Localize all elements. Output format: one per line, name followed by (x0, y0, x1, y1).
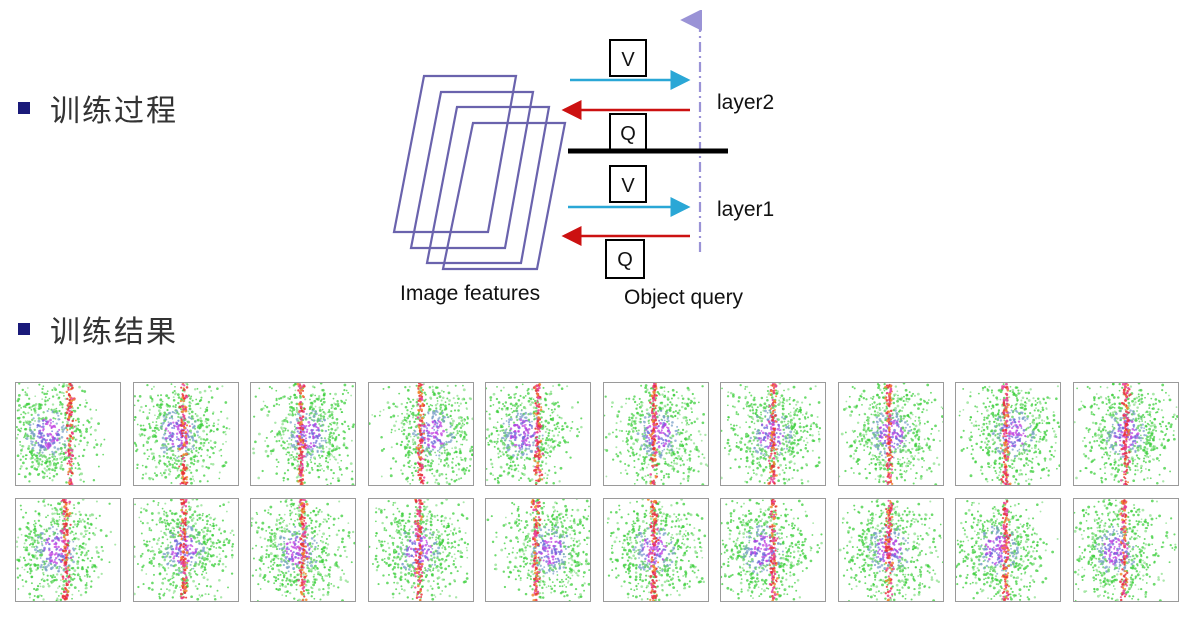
result-thumbnail (602, 382, 709, 486)
result-thumbnail (250, 382, 356, 486)
layer1-q-label: Q (617, 249, 633, 271)
layer1-v-box (609, 165, 647, 203)
result-thumbnail (720, 498, 826, 602)
object-query-label: Object query (624, 286, 744, 309)
decoder-diagram: Image features Object query V Q layer2 V… (392, 10, 774, 309)
layer2-q-label: Q (620, 123, 636, 145)
result-thumbnail (367, 382, 474, 486)
section-heading-training-results: 训练结果 (50, 315, 178, 350)
layer1-label: layer1 (717, 198, 774, 221)
result-thumbnail (955, 382, 1061, 486)
result-thumbnail (1072, 498, 1179, 602)
result-thumbnail (250, 498, 356, 602)
layer2-v-box (609, 39, 647, 77)
section-heading-training-process: 训练过程 (50, 94, 178, 129)
bullet-training-process: 训练过程 (18, 86, 178, 130)
layer1-v-label: V (621, 175, 635, 197)
feature-frame-1 (392, 74, 518, 234)
result-thumbnail (720, 382, 826, 486)
image-feature-frames (392, 74, 567, 271)
feature-frame-3 (425, 105, 551, 265)
result-thumbnail (132, 382, 239, 486)
feature-frame-4 (441, 121, 567, 271)
result-thumbnail (1072, 382, 1179, 486)
bullet-square-icon (18, 102, 30, 114)
result-thumbnail (485, 498, 591, 602)
feature-frame-2 (409, 90, 535, 250)
result-thumbnail (485, 382, 591, 486)
bullet-square-icon (18, 323, 30, 335)
result-thumbnail (837, 498, 944, 602)
result-thumbnail (837, 382, 944, 486)
training-results-grid (15, 382, 1185, 602)
result-thumbnail (602, 498, 709, 602)
image-features-label: Image features (400, 282, 540, 305)
result-thumbnail (367, 498, 474, 602)
layer2-label: layer2 (717, 91, 774, 114)
result-thumbnail (15, 498, 121, 602)
result-thumbnail (15, 382, 121, 486)
layer1-q-box (605, 239, 645, 279)
layer2-v-label: V (621, 49, 635, 71)
result-thumbnail (955, 498, 1061, 602)
bullet-training-results: 训练结果 (18, 307, 178, 351)
result-thumbnail (132, 498, 239, 602)
